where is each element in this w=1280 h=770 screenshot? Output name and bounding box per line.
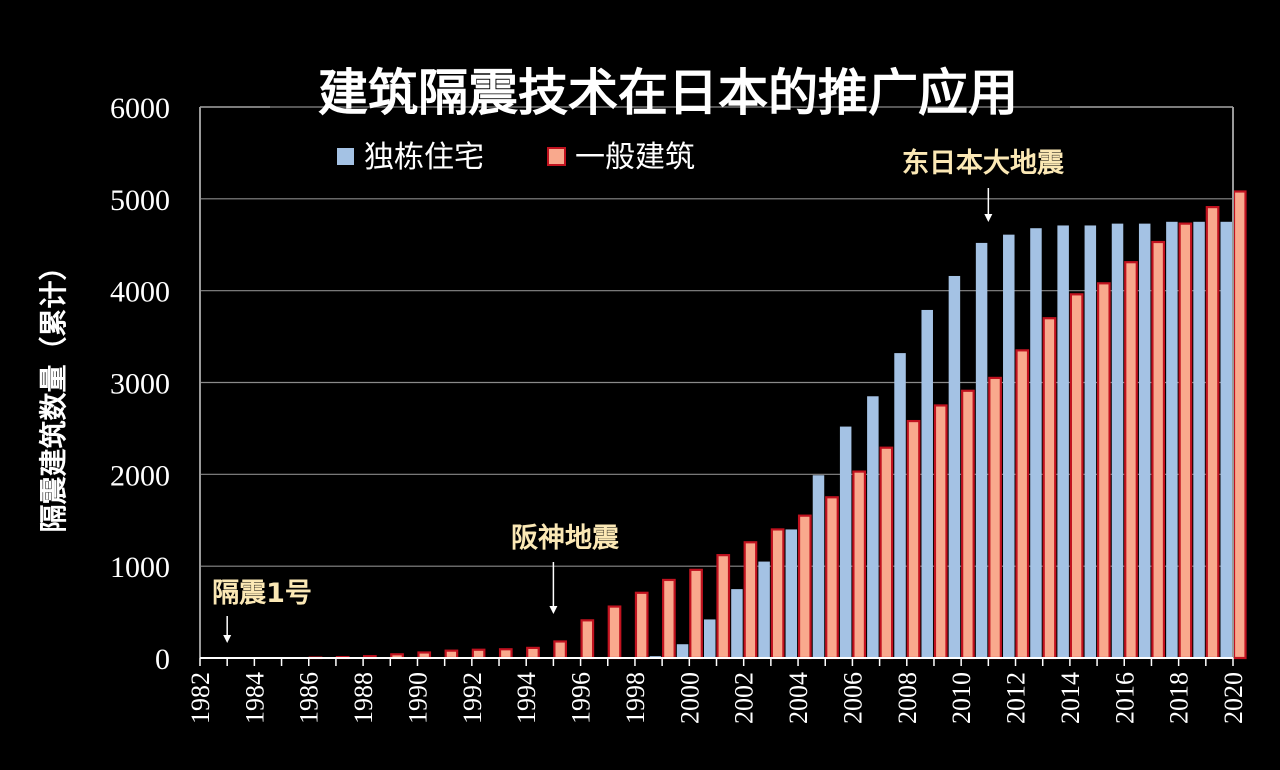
legend-label: 独栋住宅 — [364, 140, 484, 175]
x-tick-label: 2008 — [893, 672, 922, 724]
x-tick-label: 2020 — [1219, 672, 1248, 724]
y-tick-label: 0 — [155, 643, 170, 676]
x-tick-label: 1996 — [567, 672, 596, 724]
x-tick-label: 1990 — [403, 672, 432, 724]
bar-house-2012 — [1003, 234, 1015, 659]
y-tick-label: 2000 — [110, 459, 170, 492]
bar-house-2017 — [1138, 223, 1151, 658]
bar-house-2010 — [948, 275, 961, 658]
bar-building-2013 — [1042, 317, 1057, 660]
bar-house-2003 — [758, 561, 770, 658]
bar-house-2015 — [1084, 225, 1097, 658]
bar-building-1992 — [471, 648, 486, 660]
x-tick-label: 1998 — [621, 672, 650, 724]
bar-building-2009 — [933, 404, 948, 660]
bar-house-2019 — [1193, 221, 1205, 658]
bar-building-2014 — [1069, 293, 1084, 660]
bar-building-1995 — [553, 640, 567, 660]
bar-building-1996 — [580, 619, 595, 660]
x-tick-label: 1982 — [186, 672, 215, 724]
x-tick-label: 2006 — [838, 672, 867, 724]
bar-building-2004 — [797, 514, 812, 660]
bar-building-2007 — [879, 446, 894, 660]
bar-house-2009 — [921, 309, 933, 658]
bar-building-1993 — [498, 648, 513, 660]
y-tick-label: 6000 — [110, 92, 170, 125]
bar-building-1999 — [662, 578, 676, 660]
x-tick-label: 1988 — [349, 672, 378, 724]
bar-building-2019 — [1205, 205, 1220, 660]
annotation-label: 隔震1号 — [212, 578, 312, 609]
x-tick-label: 1986 — [295, 672, 324, 724]
y-axis-title: 隔震建筑数量（累计） — [37, 252, 70, 532]
annotation-arrow-head — [223, 635, 232, 643]
x-tick-label: 2016 — [1110, 672, 1139, 724]
bar-house-2016 — [1111, 223, 1124, 658]
bar-building-2008 — [906, 419, 921, 660]
y-tick-label: 1000 — [110, 551, 170, 584]
x-tick-label: 1984 — [240, 672, 269, 724]
x-tick-label: 2012 — [1002, 672, 1031, 724]
bar-building-2020 — [1232, 190, 1247, 660]
bar-building-2018 — [1178, 222, 1193, 660]
bar-building-2003 — [770, 528, 785, 660]
annotations-layer: 隔震1号 阪神地震 东日本大地震 — [212, 147, 1065, 643]
x-tick-label: 2010 — [947, 672, 976, 724]
bar-building-2005 — [825, 496, 839, 660]
y-tick-label: 3000 — [110, 368, 170, 401]
title-layer: 建筑隔震技术在日本的推广应用 — [318, 64, 1018, 122]
bars-layer — [241, 190, 1247, 660]
bar-house-2011 — [975, 242, 988, 658]
bar-house-2000 — [676, 644, 689, 658]
bar-house-2007 — [867, 396, 879, 658]
bar-building-2016 — [1124, 261, 1138, 660]
annotation-arrow-head — [984, 214, 993, 222]
bar-building-1998 — [634, 591, 649, 660]
bar-building-1991 — [444, 649, 459, 660]
x-tick-label: 2002 — [730, 672, 759, 724]
bar-house-2014 — [1057, 225, 1069, 658]
bar-house-2006 — [839, 426, 852, 658]
bar-building-2001 — [716, 554, 731, 660]
annotation-label: 阪神地震 — [511, 523, 620, 554]
bar-house-2013 — [1030, 228, 1042, 658]
y-tick-label: 5000 — [110, 184, 170, 217]
legend-label: 一般建筑 — [575, 140, 695, 175]
bar-building-2006 — [852, 470, 867, 660]
bar-building-2015 — [1096, 282, 1111, 660]
axes-layer: 0 1000 2000 3000 4000 5000 6000 1982 1984 1986 198… — [37, 92, 1248, 724]
x-tick-label: 2014 — [1056, 672, 1085, 724]
bar-house-2020 — [1220, 221, 1232, 658]
x-tick-label: 1994 — [512, 672, 541, 724]
y-tick-label: 4000 — [110, 276, 170, 309]
bar-house-2005 — [812, 475, 825, 658]
bar-building-1997 — [607, 605, 622, 660]
bar-building-2012 — [1015, 349, 1030, 660]
x-tick-label: 2004 — [784, 672, 813, 724]
bar-house-2018 — [1166, 221, 1178, 658]
bar-building-2000 — [689, 568, 703, 660]
bar-building-2017 — [1151, 240, 1166, 660]
bar-building-2002 — [743, 541, 758, 660]
legend-swatch — [337, 148, 354, 165]
chart-title: 建筑隔震技术在日本的推广应用 — [318, 64, 1018, 122]
legend-layer: 独栋住宅 一般建筑 — [337, 140, 695, 175]
bar-building-2011 — [988, 376, 1002, 660]
bar-building-2010 — [961, 389, 975, 660]
x-tick-label: 2000 — [675, 672, 704, 724]
x-tick-label: 1992 — [458, 672, 487, 724]
bar-building-1994 — [526, 646, 540, 660]
bar-house-2008 — [894, 353, 906, 658]
x-tick-label: 2018 — [1165, 672, 1194, 724]
annotation-label: 东日本大地震 — [902, 147, 1065, 179]
bar-house-2004 — [785, 529, 798, 658]
bar-house-2002 — [731, 589, 743, 658]
legend-swatch — [547, 147, 566, 166]
annotation-arrow-head — [549, 606, 558, 614]
bar-house-2001 — [704, 619, 716, 658]
